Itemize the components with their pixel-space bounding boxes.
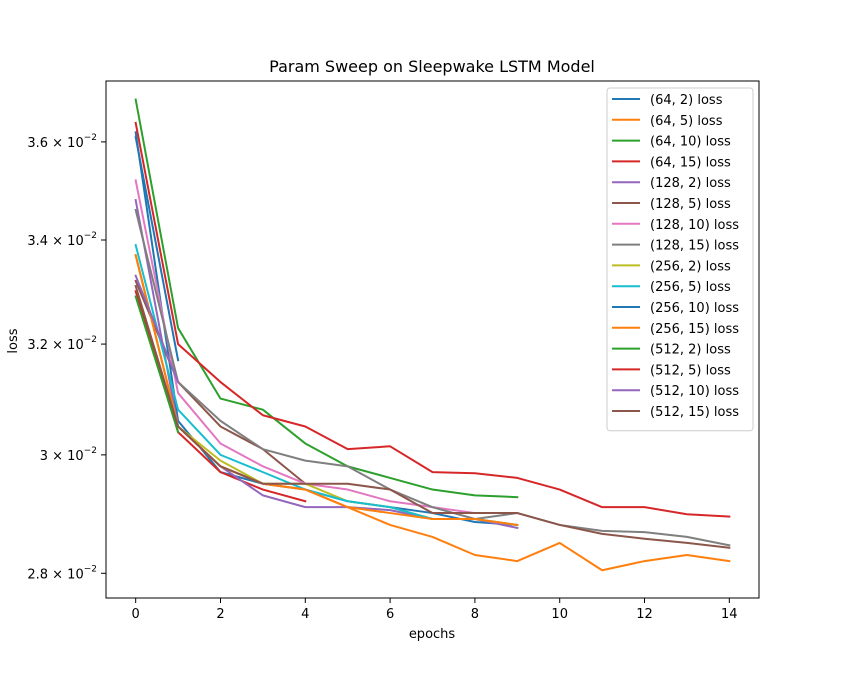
y-tick-label: 3 × 10−2 (40, 446, 97, 464)
legend-label: (512, 15) loss (650, 405, 739, 420)
x-axis-label: epochs (409, 627, 456, 642)
x-tick-label: 6 (386, 607, 394, 622)
legend-label: (64, 10) loss (650, 135, 731, 150)
legend-label: (512, 2) loss (650, 343, 731, 358)
legend-label: (128, 5) loss (650, 197, 731, 212)
x-tick-label: 14 (721, 607, 738, 622)
y-axis-label: loss (6, 328, 21, 353)
legend-label: (256, 10) loss (650, 301, 739, 316)
series-line-13 (134, 121, 731, 518)
x-axis: 0 2 4 6 8 10 12 14 (132, 598, 738, 622)
x-tick-label: 2 (216, 607, 224, 622)
series-line-10 (134, 135, 180, 362)
series-line-15 (134, 284, 731, 549)
legend-label: (128, 10) loss (650, 218, 739, 233)
y-tick-label: 3.6 × 10−2 (27, 133, 97, 151)
legend: (64, 2) loss (64, 5) loss (64, 10) loss (64… (606, 87, 754, 432)
x-tick-label: 10 (551, 607, 568, 622)
legend-label: (64, 5) loss (650, 114, 723, 129)
y-tick-label: 3.2 × 10−2 (27, 335, 97, 353)
legend-label: (256, 15) loss (650, 322, 739, 337)
series-line-7 (134, 208, 731, 547)
y-tick-label: 3.4 × 10−2 (27, 231, 97, 249)
plot-frame (105, 80, 760, 599)
legend-label: (128, 15) loss (650, 239, 739, 254)
series-line-6 (134, 179, 519, 515)
x-tick-label: 12 (636, 607, 653, 622)
legend-label: (512, 10) loss (650, 384, 739, 399)
legend-label: (64, 2) loss (650, 93, 723, 108)
legend-label: (256, 5) loss (650, 280, 731, 295)
y-tick-label: 2.8 × 10−2 (27, 564, 97, 582)
legend-label: (512, 5) loss (650, 363, 731, 378)
legend-label: (256, 2) loss (650, 259, 731, 274)
x-tick-label: 0 (132, 607, 140, 622)
legend-label: (128, 2) loss (650, 176, 731, 191)
x-tick-label: 4 (301, 607, 309, 622)
y-axis: 2.8 × 10−2 3 × 10−2 3.2 × 10−2 3.4 × 10−2 3.… (27, 133, 106, 582)
series-layer (134, 98, 731, 572)
series-line-14 (134, 274, 180, 384)
legend-label: (64, 15) loss (650, 155, 731, 170)
series-line-12 (134, 295, 180, 434)
legend-box (606, 87, 754, 432)
x-tick-label: 8 (471, 607, 479, 622)
chart-title: Param Sweep on Sleepwake LSTM Model (269, 57, 595, 76)
